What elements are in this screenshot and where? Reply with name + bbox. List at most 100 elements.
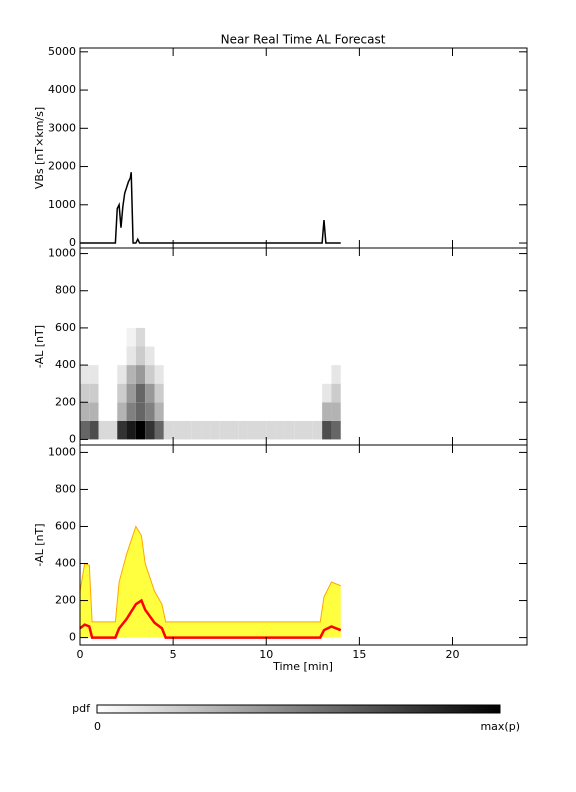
x-axis-label: Time [min]: [272, 660, 333, 673]
pdf-cell: [98, 402, 108, 421]
x-tick-label: 10: [259, 648, 273, 661]
pdf-cell: [303, 346, 313, 366]
pdf-cell: [191, 383, 202, 403]
pdf-cell: [154, 402, 164, 421]
pdf-cell: [117, 327, 127, 347]
y-tick-label: 200: [55, 395, 76, 408]
pdf-cell: [229, 346, 239, 366]
pdf-cell: [266, 346, 276, 366]
pdf-cell: [135, 365, 146, 384]
pdf-cell: [191, 365, 202, 384]
pdf-cell: [284, 383, 295, 403]
pdf-cell: [154, 420, 164, 440]
pdf-cell: [182, 327, 192, 347]
pdf-cell: [117, 383, 127, 403]
pdf-cell: [275, 383, 285, 403]
pdf-cell: [322, 420, 332, 440]
y-tick-label: 800: [55, 284, 76, 297]
pdf-cell: [98, 383, 108, 403]
pdf-cell: [145, 365, 155, 384]
pdf-cell: [331, 420, 341, 440]
pdf-cell: [163, 402, 174, 421]
pdf-cell: [303, 402, 313, 421]
pdf-cell: [182, 346, 192, 366]
pdf-cell: [163, 420, 174, 440]
pdf-cell: [229, 365, 239, 384]
pdf-cell: [303, 365, 313, 384]
colorbar-min: 0: [94, 720, 101, 733]
y-tick-label: 1000: [48, 247, 76, 260]
pdf-cell: [294, 383, 304, 403]
x-tick-label: 20: [446, 648, 460, 661]
pdf-cell: [294, 327, 304, 347]
pdf-cell: [201, 402, 211, 421]
pdf-cell: [98, 365, 108, 384]
pdf-cell: [256, 420, 267, 440]
x-tick-label: 15: [352, 648, 366, 661]
pdf-cell: [98, 420, 108, 440]
pdf-cell: [117, 346, 127, 366]
y-axis-label: -AL [nT]: [33, 523, 46, 566]
pdf-cell: [210, 420, 220, 440]
pdf-cell: [238, 383, 248, 403]
y-tick-label: 600: [55, 519, 76, 532]
pdf-cell: [117, 402, 127, 421]
pdf-cell: [331, 327, 341, 347]
y-tick-label: 400: [55, 557, 76, 570]
pdf-cell: [173, 346, 183, 366]
pdf-cell: [266, 365, 276, 384]
pdf-cell: [173, 365, 183, 384]
pdf-cell: [247, 327, 257, 347]
pdf-cell: [135, 327, 146, 347]
pdf-cell: [331, 383, 341, 403]
pdf-cell: [145, 327, 155, 347]
pdf-cell: [201, 420, 211, 440]
pdf-cell: [89, 402, 99, 421]
pdf-cell: [126, 327, 136, 347]
pdf-cell: [173, 327, 183, 347]
pdf-cell: [210, 327, 220, 347]
pdf-cell: [135, 383, 146, 403]
y-tick-label: 1000: [48, 445, 76, 458]
pdf-cell: [219, 346, 229, 366]
pdf-cell: [98, 327, 108, 347]
pdf-cell: [275, 365, 285, 384]
y-tick-label: 3000: [48, 121, 76, 134]
pdf-cell: [80, 383, 90, 403]
pdf-cell: [182, 365, 192, 384]
pdf-cell: [275, 420, 285, 440]
pdf-cell: [173, 402, 183, 421]
pdf-cell: [191, 346, 202, 366]
pdf-cell: [154, 346, 164, 366]
pdf-cell: [247, 365, 257, 384]
pdf-cell: [154, 383, 164, 403]
y-axis-label: VBs [nT×km/s]: [33, 107, 46, 189]
pdf-cell: [145, 402, 155, 421]
pdf-cell: [201, 346, 211, 366]
pdf-cell: [256, 383, 267, 403]
pdf-cell: [191, 420, 202, 440]
pdf-cell: [275, 402, 285, 421]
y-tick-label: 0: [69, 631, 76, 644]
pdf-cell: [303, 327, 313, 347]
pdf-cell: [182, 402, 192, 421]
pdf-cell: [191, 402, 202, 421]
pdf-cell: [219, 402, 229, 421]
pdf-cell: [247, 346, 257, 366]
pdf-cell: [303, 383, 313, 403]
pdf-cell: [322, 402, 332, 421]
pdf-cell: [266, 327, 276, 347]
y-tick-label: 4000: [48, 83, 76, 96]
pdf-cell: [163, 365, 174, 384]
colorbar: [96, 704, 501, 714]
pdf-cell: [163, 346, 174, 366]
x-tick-label: 5: [170, 648, 177, 661]
pdf-cell: [238, 402, 248, 421]
y-axis-label: -AL [nT]: [33, 325, 46, 368]
pdf-cell: [312, 346, 323, 366]
pdf-cell: [173, 383, 183, 403]
pdf-cell: [145, 383, 155, 403]
median-line: [79, 598, 342, 639]
y-tick-label: 2000: [48, 160, 76, 173]
